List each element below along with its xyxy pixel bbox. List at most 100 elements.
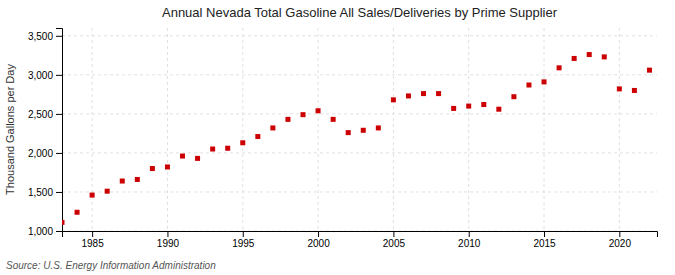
- tick-mark: [56, 231, 62, 232]
- tick-label: 2005: [383, 238, 406, 249]
- grid: [62, 28, 657, 231]
- tick-mark: [56, 153, 62, 154]
- point: [481, 102, 486, 107]
- grid-line: [393, 28, 394, 231]
- point: [285, 117, 290, 122]
- tick-mark: [544, 231, 545, 237]
- y-axis-label: Thousand Gallons per Day: [4, 64, 16, 195]
- grid-line: [242, 28, 243, 231]
- tick-label: 2020: [609, 238, 632, 249]
- point: [240, 140, 245, 145]
- tick-mark: [318, 231, 319, 237]
- grid-line: [318, 28, 319, 231]
- point: [421, 91, 426, 96]
- point: [557, 65, 562, 70]
- point: [90, 193, 95, 198]
- tick: 1985: [82, 231, 105, 249]
- tick: 2020: [609, 231, 632, 249]
- grid-line: [62, 191, 657, 192]
- chart: 1985 1990 1995 2000 2005 2010 2015 2020 1,000 1,5…: [0, 0, 675, 275]
- tick-mark: [393, 231, 394, 237]
- point: [647, 68, 652, 73]
- point: [572, 56, 577, 61]
- point: [466, 104, 471, 109]
- point: [436, 91, 441, 96]
- point: [301, 112, 306, 117]
- tick-label: 1990: [157, 238, 180, 249]
- tick: 2015: [533, 231, 556, 249]
- axis-line: [63, 232, 658, 238]
- tick: 3,500: [28, 31, 62, 42]
- point: [391, 97, 396, 102]
- grid-line: [92, 28, 93, 231]
- grid-line: [62, 113, 657, 114]
- point: [165, 164, 170, 169]
- tick-mark: [167, 231, 168, 237]
- tick: 2,500: [28, 109, 62, 120]
- grid-line: [167, 28, 168, 231]
- point: [346, 130, 351, 135]
- tick-label: 1,000: [28, 226, 53, 237]
- tick-mark: [56, 114, 62, 115]
- tick-label: 3,500: [28, 31, 53, 42]
- point: [75, 210, 80, 215]
- point: [406, 93, 411, 98]
- point: [617, 86, 622, 91]
- point: [255, 134, 260, 139]
- point: [632, 88, 637, 93]
- tick-label: 1,500: [28, 187, 53, 198]
- point: [180, 154, 185, 159]
- tick: 2005: [383, 231, 406, 249]
- y-axis: 1,000 1,500 2,000 2,500 3,000 3,500: [28, 29, 63, 237]
- point: [542, 79, 547, 84]
- grid-line: [468, 28, 469, 231]
- point: [150, 166, 155, 171]
- tick-mark: [56, 75, 62, 76]
- point: [270, 125, 275, 130]
- tick-mark: [56, 192, 62, 193]
- point: [62, 220, 65, 225]
- tick-mark: [619, 231, 620, 237]
- plot-area: 1985 1990 1995 2000 2005 2010 2015 2020 1,000 1,5…: [28, 28, 658, 249]
- axis-line: [56, 29, 63, 232]
- tick-label: 2,000: [28, 148, 53, 159]
- tick-label: 1995: [232, 238, 255, 249]
- tick: 2000: [307, 231, 330, 249]
- tick: 1995: [232, 231, 255, 249]
- tick: 2,000: [28, 148, 62, 159]
- point: [210, 147, 215, 152]
- point: [361, 128, 366, 133]
- tick: 1,500: [28, 187, 62, 198]
- point: [587, 52, 592, 57]
- grid-line: [62, 74, 657, 75]
- grid-line: [544, 28, 545, 231]
- point: [316, 108, 321, 113]
- tick-mark: [56, 36, 62, 37]
- title: Annual Nevada Total Gasoline All Sales/D…: [162, 5, 558, 20]
- annotation: Source: U.S. Energy Information Administ…: [6, 260, 216, 271]
- point: [195, 156, 200, 161]
- point: [451, 106, 456, 111]
- tick-mark: [243, 231, 244, 237]
- points: [62, 52, 652, 225]
- tick-mark: [469, 231, 470, 237]
- tick-label: 3,000: [28, 70, 53, 81]
- point: [376, 125, 381, 130]
- grid-line: [62, 35, 657, 36]
- point: [225, 146, 230, 151]
- tick: 1990: [157, 231, 180, 249]
- point: [331, 117, 336, 122]
- point: [602, 54, 607, 59]
- point: [120, 179, 125, 184]
- tick-mark: [92, 231, 93, 237]
- tick: 3,000: [28, 70, 62, 81]
- grid-line: [62, 152, 657, 153]
- point: [135, 177, 140, 182]
- tick-label: 2015: [533, 238, 556, 249]
- tick-label: 2010: [458, 238, 481, 249]
- point: [526, 82, 531, 87]
- point: [105, 189, 110, 194]
- point: [496, 107, 501, 112]
- tick: 1,000: [28, 226, 62, 237]
- tick-label: 1985: [82, 238, 105, 249]
